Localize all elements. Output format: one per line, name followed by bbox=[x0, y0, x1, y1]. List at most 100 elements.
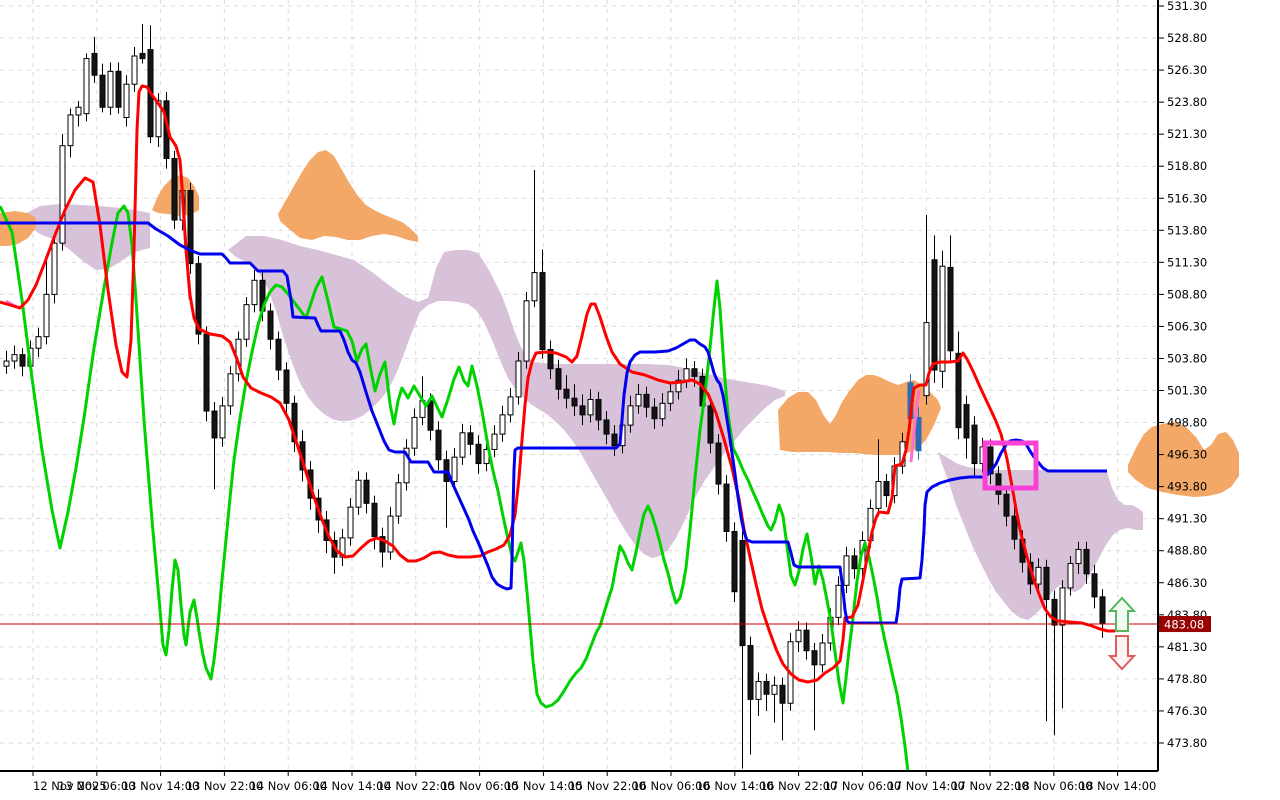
bull-candle bbox=[515, 360, 522, 398]
purple-cloud-region bbox=[938, 452, 1143, 620]
bear-candle bbox=[467, 432, 474, 445]
sell-signal-arrow-icon[interactable] bbox=[1107, 635, 1137, 671]
time-axis-label: 18 Nov 06:00 bbox=[1015, 779, 1093, 793]
bear-candle bbox=[643, 393, 650, 408]
price-axis-label: 508.80 bbox=[1167, 287, 1207, 301]
bull-candle bbox=[43, 293, 50, 338]
price-axis-label: 478.80 bbox=[1167, 672, 1207, 686]
red-indicator-line bbox=[0, 84, 1115, 684]
bull-candle bbox=[227, 373, 234, 407]
bear-candle bbox=[571, 397, 578, 407]
buy-signal-arrow-icon[interactable] bbox=[1107, 596, 1137, 632]
bear-candle bbox=[547, 348, 554, 370]
price-axis-label: 518.80 bbox=[1167, 159, 1207, 173]
bear-candle bbox=[475, 443, 482, 465]
current-price-badge: 483.08 bbox=[1159, 616, 1211, 633]
price-axis-label: 513.80 bbox=[1167, 223, 1207, 237]
price-axis[interactable]: 531.30 528.80 526.30 523.80 521.30 518.80 516.… bbox=[1128, 0, 1280, 800]
bull-candle bbox=[499, 414, 506, 435]
bull-candle bbox=[347, 506, 354, 539]
bear-candle bbox=[651, 406, 658, 420]
price-axis-label: 473.80 bbox=[1167, 736, 1207, 750]
bull-candle bbox=[659, 402, 666, 420]
bear-candle bbox=[987, 446, 994, 475]
purple-cloud-region bbox=[25, 204, 150, 270]
indicator-lines bbox=[0, 84, 1115, 773]
bear-candle bbox=[1051, 598, 1058, 626]
bear-candle bbox=[371, 502, 378, 538]
highlight-rectangle[interactable] bbox=[982, 440, 1039, 491]
bear-candle bbox=[971, 424, 978, 465]
bull-candle bbox=[507, 396, 514, 416]
time-axis-label: 15 Nov 14:00 bbox=[505, 779, 583, 793]
bear-candle bbox=[435, 429, 442, 461]
blue-indicator-line bbox=[0, 221, 1107, 625]
bull-candle bbox=[667, 391, 674, 404]
bull-candle bbox=[107, 70, 114, 108]
bear-candle bbox=[363, 479, 370, 504]
bull-candle bbox=[11, 354, 18, 362]
time-axis-label: 13 Nov 06:00 bbox=[58, 779, 136, 793]
time-axis-label: 14 Nov 06:00 bbox=[249, 779, 327, 793]
bear-candle bbox=[723, 483, 730, 532]
bear-candle bbox=[275, 338, 282, 371]
bear-candle bbox=[115, 70, 122, 108]
bear-candle bbox=[579, 405, 586, 416]
highlight-candle bbox=[915, 416, 922, 452]
bear-candle bbox=[99, 74, 106, 108]
bull-candle bbox=[491, 433, 498, 450]
bull-candle bbox=[155, 100, 162, 138]
bear-candle bbox=[595, 398, 602, 421]
time-axis-label: 15 Nov 22:00 bbox=[568, 779, 646, 793]
bull-candle bbox=[939, 265, 946, 372]
bull-candle bbox=[923, 322, 930, 397]
bull-candle bbox=[75, 106, 82, 116]
bear-candle bbox=[195, 263, 202, 335]
orange-cloud-overflow bbox=[1128, 422, 1239, 497]
bear-candle bbox=[955, 352, 962, 429]
bear-candle bbox=[379, 536, 386, 553]
bull-candle bbox=[339, 537, 346, 558]
pink-indicator-line bbox=[909, 389, 921, 463]
bull-candle bbox=[795, 629, 802, 643]
bull-candle bbox=[251, 279, 258, 306]
price-axis-label: 516.30 bbox=[1167, 191, 1207, 205]
bear-candle bbox=[779, 684, 786, 704]
bear-candle bbox=[283, 369, 290, 404]
bull-candle bbox=[875, 481, 882, 509]
current-price-value: 483.08 bbox=[1164, 618, 1204, 632]
bull-candle bbox=[67, 114, 74, 147]
time-axis-label: 16 Nov 06:00 bbox=[632, 779, 710, 793]
bull-candle bbox=[355, 479, 362, 508]
time-axis-label: 12 Nov 2025 bbox=[33, 779, 107, 793]
bull-candle bbox=[819, 642, 826, 666]
bear-candle bbox=[763, 680, 770, 695]
bear-candle bbox=[187, 190, 194, 265]
bear-candle bbox=[963, 404, 970, 439]
bear-candle bbox=[747, 645, 754, 700]
orange-cloud-region bbox=[0, 211, 36, 246]
time-axis-label: 16 Nov 14:00 bbox=[696, 779, 774, 793]
price-axis-label: 481.30 bbox=[1167, 640, 1207, 654]
price-axis-label: 526.30 bbox=[1167, 63, 1207, 77]
bull-candle bbox=[403, 447, 410, 484]
bear-candle bbox=[1099, 596, 1106, 625]
bull-candle bbox=[83, 58, 90, 115]
bull-candle bbox=[587, 398, 594, 416]
bear-candle bbox=[203, 333, 210, 412]
bull-candle bbox=[411, 416, 418, 449]
price-axis-label: 531.30 bbox=[1167, 0, 1207, 13]
bull-candle bbox=[1075, 548, 1082, 565]
bear-candle bbox=[803, 629, 810, 652]
bear-candle bbox=[811, 650, 818, 666]
bear-candle bbox=[1011, 515, 1018, 540]
bull-candle bbox=[123, 83, 130, 119]
bear-candle bbox=[731, 530, 738, 593]
bear-candle bbox=[691, 368, 698, 377]
bear-candle bbox=[267, 310, 274, 340]
bull-candle bbox=[1035, 566, 1042, 585]
purple-cloud-region bbox=[228, 236, 785, 558]
bear-candle bbox=[291, 402, 298, 443]
